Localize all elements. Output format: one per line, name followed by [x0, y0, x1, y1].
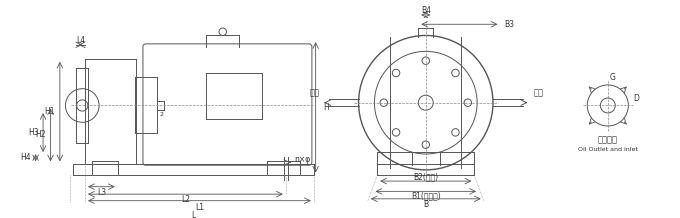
- Text: B3: B3: [504, 20, 514, 29]
- Text: B2(泵端): B2(泵端): [413, 173, 439, 182]
- Text: B: B: [423, 200, 428, 209]
- Text: Oil Outlet and inlet: Oil Outlet and inlet: [578, 147, 638, 152]
- Text: B4: B4: [421, 6, 430, 15]
- Text: L1: L1: [195, 203, 204, 212]
- Text: 出口: 出口: [309, 89, 320, 98]
- Text: 进口: 进口: [534, 89, 544, 98]
- Text: n×φ: n×φ: [294, 155, 311, 164]
- Text: L: L: [191, 211, 195, 218]
- Text: L2: L2: [181, 195, 190, 204]
- Text: H: H: [323, 103, 329, 112]
- Text: H3: H3: [28, 128, 38, 137]
- Text: G: G: [609, 73, 615, 82]
- Text: 进出油口: 进出油口: [598, 136, 618, 145]
- Text: L4: L4: [76, 36, 85, 45]
- Text: D: D: [633, 94, 639, 102]
- Text: H2: H2: [35, 130, 46, 139]
- Text: H1: H1: [45, 107, 55, 116]
- Text: L3: L3: [97, 188, 106, 197]
- Text: 2: 2: [160, 112, 164, 117]
- Text: B1(电机端): B1(电机端): [411, 192, 441, 201]
- Text: H4: H4: [20, 153, 31, 162]
